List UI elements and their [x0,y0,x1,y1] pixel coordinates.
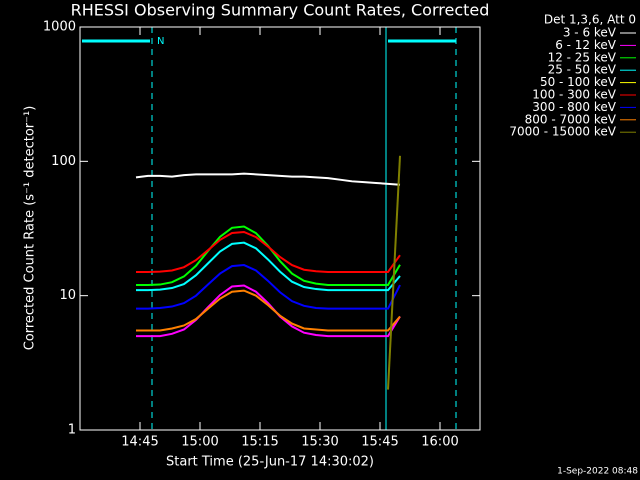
series-line [387,155,401,390]
x-tick-label: 15:15 [241,435,278,450]
plot-frame [79,26,481,431]
series-line [136,230,401,274]
legend-label: 7000 - 15000 keV [509,125,616,139]
y-tick-label: 10 [59,288,76,303]
series-line [136,264,401,310]
y-tick-label: 100 [51,154,76,169]
x-tick-label: 14:45 [121,435,158,450]
footer: 1-Sep-2022 08:48 [557,467,638,477]
series-line [135,172,401,186]
legend-label: 800 - 7000 keV [525,112,617,126]
legend-title: Det 1,3,6, Att 0 [544,13,636,27]
series-line [136,241,401,292]
x-tick-label: 15:00 [181,435,218,450]
legend-label: 25 - 50 keV [548,63,617,77]
series-line [136,225,401,287]
series-line [136,284,401,338]
attenuator-bars [79,27,457,430]
y-tick-label: 1 [68,423,76,438]
legend-label: 12 - 25 keV [548,50,617,64]
x-tick-label: 16:00 [421,435,458,450]
legend-label: 6 - 12 keV [555,38,617,52]
y-tick-label: 1000 [43,20,76,35]
x-tick-label: 15:45 [361,435,398,450]
y-axis-label: Corrected Count Rate (s⁻¹ detector⁻¹) [23,106,38,351]
legend-label: 100 - 300 keV [532,88,616,102]
x-tick-label: 15:30 [301,435,338,450]
series-line [136,289,401,332]
annotation: N [157,36,164,47]
chart-title: RHESSI Observing Summary Count Rates, Co… [71,1,490,20]
legend-label: 300 - 800 keV [532,100,616,114]
x-axis-label: Start Time (25-Jun-17 14:30:02) [166,455,374,470]
legend-label: 50 - 100 keV [540,75,617,89]
legend-label: 3 - 6 keV [563,26,617,40]
